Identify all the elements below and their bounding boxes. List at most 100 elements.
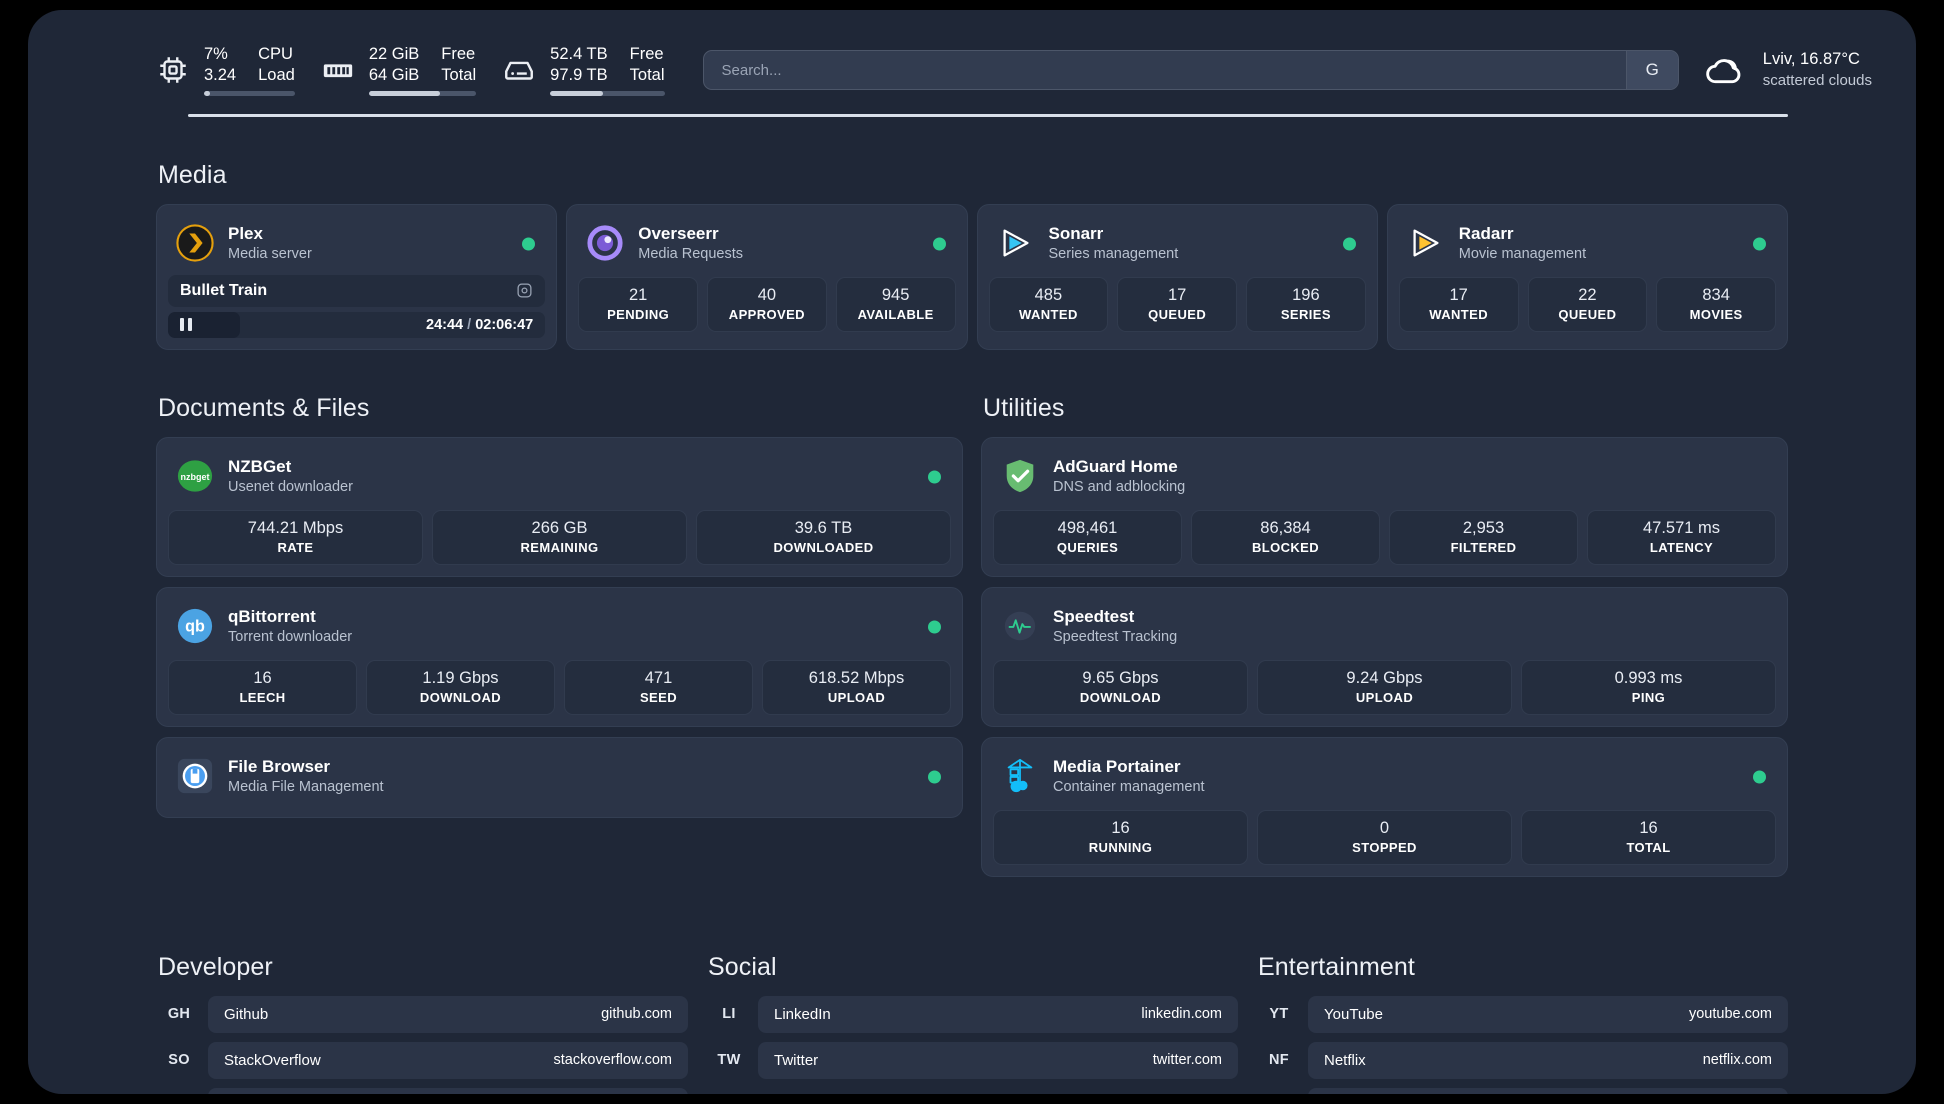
service-subtitle: Torrent downloader bbox=[228, 628, 353, 645]
bookmark-item[interactable]: RE Reddit reddit.com bbox=[1256, 1087, 1788, 1094]
weather-widget: Lviv, 16.87°C scattered clouds bbox=[1703, 49, 1872, 91]
stat-value: 618.52 Mbps bbox=[808, 668, 905, 687]
playback-progress-bar[interactable]: 24:44 / 02:06:47 bbox=[168, 311, 546, 338]
bookmark-url: youtube.com bbox=[1688, 1006, 1772, 1023]
card-header: qb qBittorrent Torrent downloader bbox=[168, 599, 951, 656]
service-subtitle: Series management bbox=[1048, 246, 1179, 263]
bookmark-link[interactable]: LinkedIn linkedin.com bbox=[758, 995, 1238, 1033]
stat-value: 266 GB bbox=[531, 518, 588, 537]
service-card-media-portainer[interactable]: Media Portainer Container management 16 … bbox=[981, 736, 1788, 877]
card-header: Radarr Movie management bbox=[1399, 216, 1776, 273]
service-card-qbittorrent[interactable]: qb qBittorrent Torrent downloader 16 LEE… bbox=[156, 586, 963, 727]
speedtest-pulse-icon bbox=[1001, 607, 1039, 645]
stat-tiles: 16 LEECH 1.19 Gbps DOWNLOAD 471 SEED 6 bbox=[168, 659, 951, 715]
disk-label-bottom: Total bbox=[629, 65, 665, 84]
stat-value: 834 bbox=[1702, 285, 1730, 304]
bookmark-item[interactable]: NF Netflix netflix.com bbox=[1256, 1041, 1788, 1079]
bookmark-item[interactable]: DT DEV dev.to bbox=[156, 1087, 688, 1094]
svg-text:qb: qb bbox=[185, 618, 205, 636]
pause-icon[interactable] bbox=[180, 318, 192, 332]
service-card-adguard-home[interactable]: AdGuard Home DNS and adblocking 498,461 … bbox=[981, 436, 1788, 577]
stat-value: 471 bbox=[644, 668, 673, 687]
stat-tile: 945 AVAILABLE bbox=[835, 276, 956, 332]
search-engine-label: G bbox=[1645, 60, 1659, 79]
stat-value: 22 bbox=[1578, 285, 1597, 304]
stat-label: TOTAL bbox=[1626, 839, 1671, 855]
memory-usage-bar bbox=[368, 91, 477, 97]
bookmark-name: Github bbox=[224, 1005, 269, 1023]
service-subtitle: Movie management bbox=[1458, 246, 1587, 263]
section-title-utilities: Utilities bbox=[983, 393, 1065, 422]
bookmark-group-entertainment: Entertainment YT YouTube youtube.com NF … bbox=[1256, 909, 1788, 1094]
service-name: File Browser bbox=[228, 756, 331, 776]
stat-tile: 471 SEED bbox=[564, 659, 753, 715]
bookmark-name: LinkedIn bbox=[774, 1005, 831, 1023]
stat-tile: 16 RUNNING bbox=[993, 809, 1248, 865]
stat-label: QUERIES bbox=[1056, 539, 1119, 555]
disk-icon bbox=[502, 53, 536, 87]
bookmark-link[interactable]: Netflix netflix.com bbox=[1308, 1041, 1788, 1079]
stat-label: QUEUED bbox=[1558, 306, 1617, 322]
bookmark-link[interactable]: StackOverflow stackoverflow.com bbox=[208, 1041, 688, 1079]
service-card-filebrowser[interactable]: File Browser Media File Management bbox=[156, 736, 963, 818]
bookmark-tag: TW bbox=[717, 1052, 741, 1069]
stat-label: WANTED bbox=[1019, 306, 1078, 322]
stat-value: 16 bbox=[1639, 818, 1658, 837]
stat-tile: 47.571 ms LATENCY bbox=[1587, 509, 1776, 565]
stat-label: UPLOAD bbox=[1355, 689, 1414, 705]
stat-tiles: 744.21 Mbps RATE 266 GB REMAINING 39.6 T… bbox=[168, 509, 951, 565]
stat-value: 86,384 bbox=[1260, 518, 1311, 537]
stat-label: LEECH bbox=[239, 689, 286, 705]
cpu-percent: 7% bbox=[204, 44, 228, 63]
service-name: Speedtest bbox=[1053, 606, 1135, 626]
service-card-speedtest[interactable]: Speedtest Speedtest Tracking 9.65 Gbps D… bbox=[981, 586, 1788, 727]
bookmark-item[interactable]: YT YouTube youtube.com bbox=[1256, 995, 1788, 1033]
stat-value: 17 bbox=[1449, 285, 1468, 304]
section-title-social: Social bbox=[708, 952, 777, 981]
service-name: qBittorrent bbox=[228, 606, 316, 626]
stat-tile: 21 PENDING bbox=[578, 276, 698, 332]
stat-value: 945 bbox=[881, 285, 910, 304]
section-title-documents: Documents & Files bbox=[158, 393, 370, 422]
bookmark-link[interactable]: Twitter twitter.com bbox=[758, 1041, 1238, 1079]
search-bar[interactable]: G bbox=[702, 50, 1679, 90]
bookmark-item[interactable]: SO StackOverflow stackoverflow.com bbox=[156, 1041, 688, 1079]
service-subtitle: Speedtest Tracking bbox=[1053, 628, 1178, 645]
memory-used: 22 GiB bbox=[368, 44, 420, 63]
stat-label: PENDING bbox=[607, 306, 670, 322]
now-playing-row[interactable]: Bullet Train bbox=[168, 274, 546, 307]
bookmark-link[interactable]: YouTube youtube.com bbox=[1308, 995, 1788, 1033]
stat-value: 744.21 Mbps bbox=[247, 518, 344, 537]
search-engine-button[interactable]: G bbox=[1625, 51, 1678, 89]
stat-tile: 2,953 FILTERED bbox=[1389, 509, 1578, 565]
stat-tile: 17 QUEUED bbox=[1117, 276, 1237, 332]
section-title-entertainment: Entertainment bbox=[1258, 952, 1415, 981]
cpu-load-value: 3.24 bbox=[204, 65, 237, 84]
bookmark-item[interactable]: LI LinkedIn linkedin.com bbox=[706, 995, 1238, 1033]
service-card-overseerr[interactable]: Overseerr Media Requests 21 PENDING 40 A… bbox=[566, 204, 968, 350]
service-card-sonarr[interactable]: Sonarr Series management 485 WANTED 17 Q… bbox=[976, 204, 1378, 350]
bookmark-item[interactable]: TW Twitter twitter.com bbox=[706, 1041, 1238, 1079]
stat-tile: 1.19 Gbps DOWNLOAD bbox=[366, 659, 555, 715]
section-title-developer: Developer bbox=[158, 952, 273, 981]
search-input[interactable] bbox=[703, 61, 1626, 79]
bookmark-item[interactable]: GH Github github.com bbox=[156, 995, 688, 1033]
gear-icon[interactable] bbox=[516, 282, 533, 299]
stat-tile: 9.65 Gbps DOWNLOAD bbox=[993, 659, 1248, 715]
bookmark-link[interactable]: DEV dev.to bbox=[208, 1087, 688, 1094]
stat-value: 17 bbox=[1167, 285, 1187, 304]
stat-value: 47.571 ms bbox=[1642, 518, 1721, 537]
bookmark-link[interactable]: Reddit reddit.com bbox=[1308, 1087, 1788, 1094]
service-card-plex[interactable]: Plex Media server Bullet Train bbox=[156, 204, 558, 350]
service-name: Radarr bbox=[1458, 224, 1514, 243]
service-name: Media Portainer bbox=[1053, 756, 1181, 776]
service-card-radarr[interactable]: Radarr Movie management 17 WANTED 22 QUE… bbox=[1386, 204, 1788, 350]
overseerr-logo-icon bbox=[586, 224, 624, 262]
stat-label: UPLOAD bbox=[827, 689, 886, 705]
stat-tile: 86,384 BLOCKED bbox=[1191, 509, 1380, 565]
stat-tile: 17 WANTED bbox=[1398, 276, 1519, 332]
service-card-nzbget[interactable]: nzbget NZBGet Usenet downloader 744.21 M… bbox=[156, 436, 963, 577]
header-bar: 7% 3.24 CPU Load bbox=[28, 10, 1916, 102]
stat-tile: 16 LEECH bbox=[168, 659, 357, 715]
bookmark-link[interactable]: Github github.com bbox=[208, 995, 688, 1033]
